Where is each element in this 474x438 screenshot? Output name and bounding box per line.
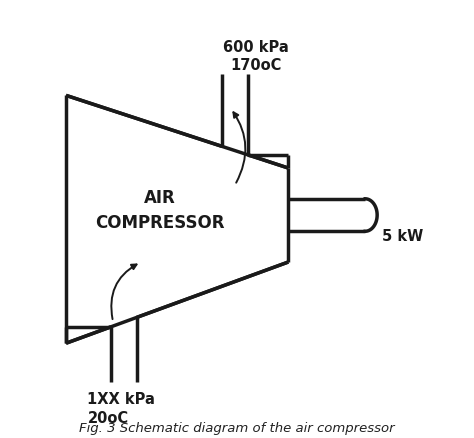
Text: 5 kW: 5 kW: [382, 229, 424, 244]
Text: Fig. 3 Schematic diagram of the air compressor: Fig. 3 Schematic diagram of the air comp…: [79, 422, 395, 435]
Text: 1XX kPa
20oC: 1XX kPa 20oC: [87, 392, 155, 426]
FancyArrowPatch shape: [111, 265, 137, 319]
Text: AIR
COMPRESSOR: AIR COMPRESSOR: [95, 189, 225, 232]
FancyArrowPatch shape: [233, 112, 246, 183]
Text: 600 kPa
170oC: 600 kPa 170oC: [223, 40, 289, 74]
